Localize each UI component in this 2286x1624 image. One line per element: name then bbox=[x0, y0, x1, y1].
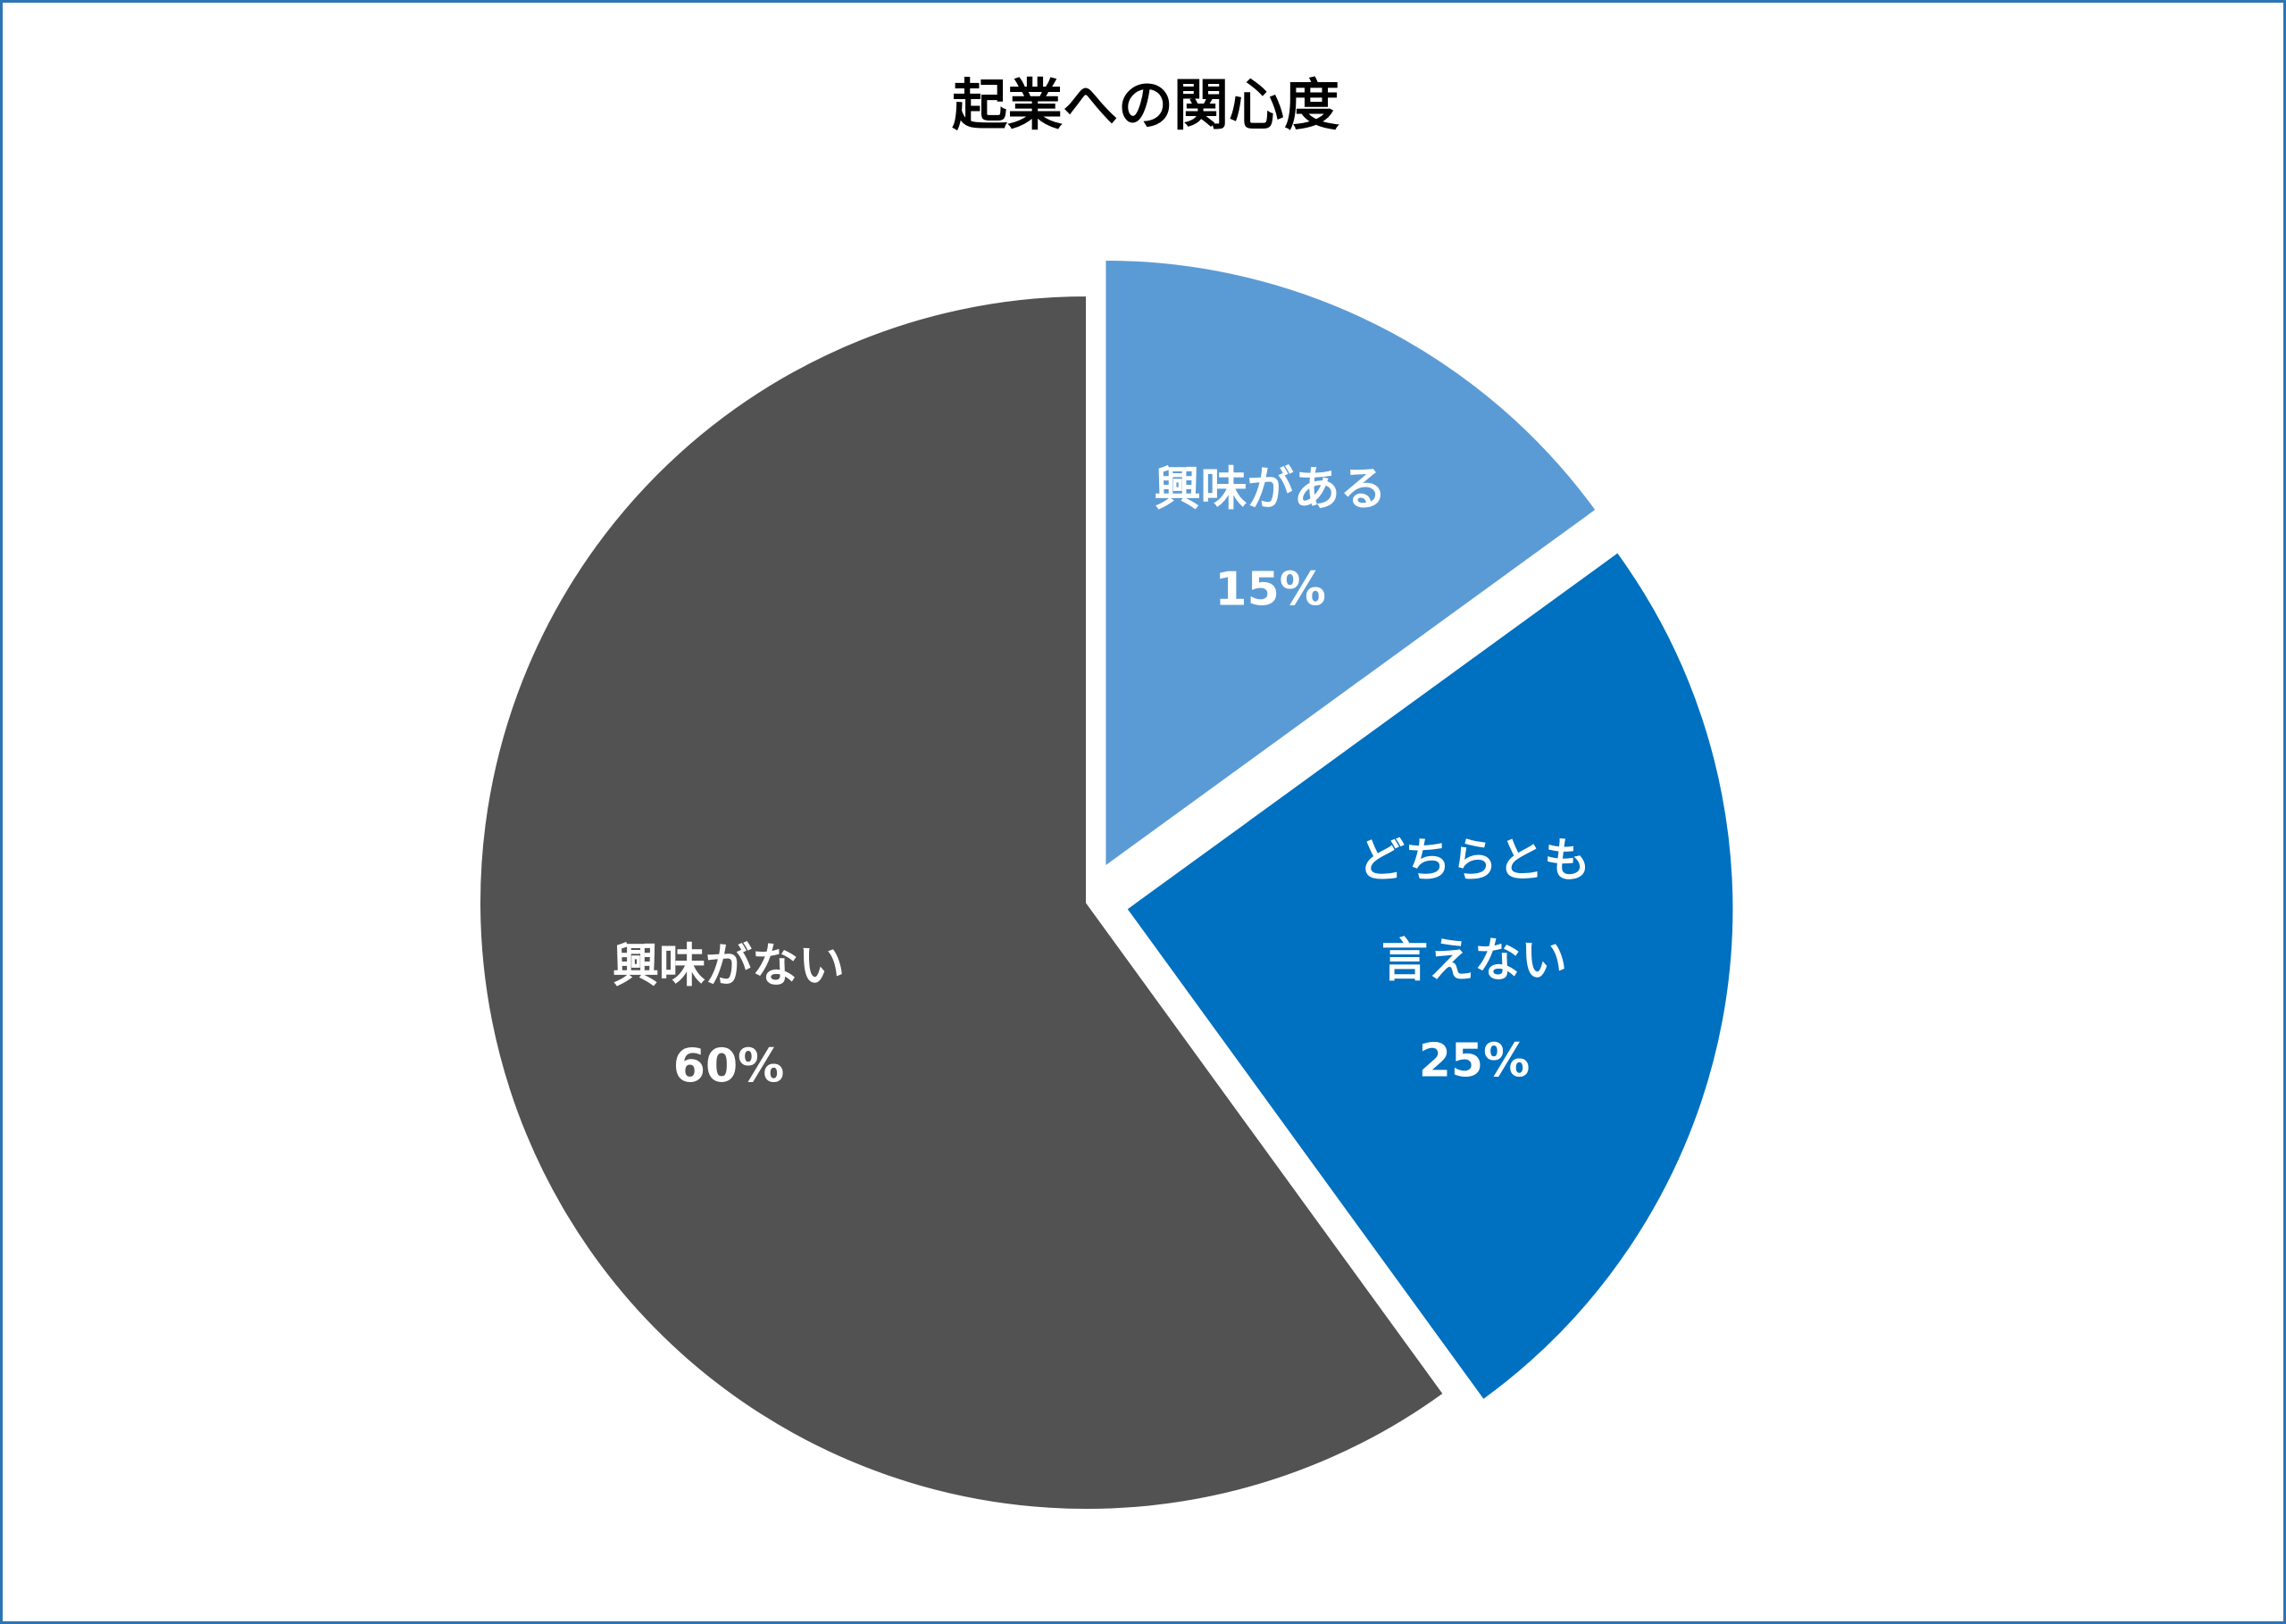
pie-slice-3 bbox=[479, 295, 1445, 1511]
slice-value-label: 15% bbox=[1214, 562, 1325, 616]
pie-slices bbox=[479, 258, 1735, 1511]
slice-category-label: 言えない bbox=[1381, 935, 1567, 988]
slice-value-label: 25% bbox=[1419, 1035, 1530, 1088]
slice-category-label: どちらとも bbox=[1358, 835, 1590, 888]
slice-value-label: 60% bbox=[673, 1039, 784, 1093]
pie-slice-1 bbox=[1104, 258, 1598, 868]
chart-title: 起業への関心度 bbox=[951, 72, 1339, 137]
slice-category-label: 興味がある bbox=[1155, 462, 1387, 516]
slice-category-label: 興味がない bbox=[613, 939, 845, 993]
pie-slice-2 bbox=[1125, 551, 1735, 1402]
